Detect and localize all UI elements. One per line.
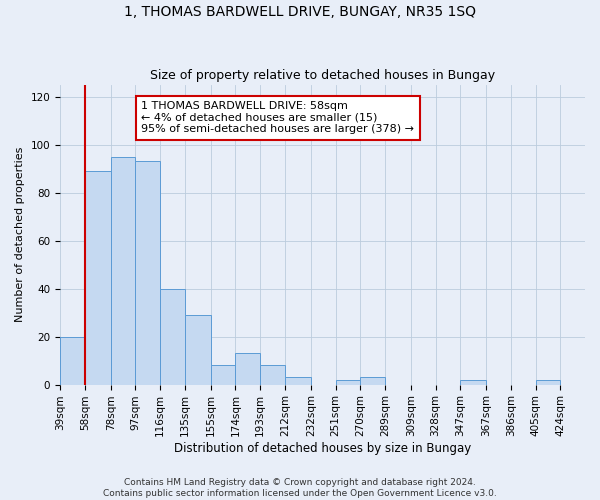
Bar [160, 288, 185, 384]
Title: Size of property relative to detached houses in Bungay: Size of property relative to detached ho… [150, 69, 495, 82]
Bar [460, 380, 486, 384]
Bar [260, 366, 285, 384]
Bar [185, 315, 211, 384]
Text: Contains HM Land Registry data © Crown copyright and database right 2024.
Contai: Contains HM Land Registry data © Crown c… [103, 478, 497, 498]
Bar [85, 171, 111, 384]
Bar [536, 380, 560, 384]
Text: 1 THOMAS BARDWELL DRIVE: 58sqm
← 4% of detached houses are smaller (15)
95% of s: 1 THOMAS BARDWELL DRIVE: 58sqm ← 4% of d… [142, 101, 415, 134]
Y-axis label: Number of detached properties: Number of detached properties [15, 147, 25, 322]
Bar [360, 378, 385, 384]
Bar [235, 354, 260, 384]
Bar [136, 162, 160, 384]
Bar [211, 366, 235, 384]
Bar [60, 336, 85, 384]
X-axis label: Distribution of detached houses by size in Bungay: Distribution of detached houses by size … [174, 442, 471, 455]
Bar [285, 378, 311, 384]
Text: 1, THOMAS BARDWELL DRIVE, BUNGAY, NR35 1SQ: 1, THOMAS BARDWELL DRIVE, BUNGAY, NR35 1… [124, 5, 476, 19]
Bar [111, 156, 136, 384]
Bar [335, 380, 360, 384]
